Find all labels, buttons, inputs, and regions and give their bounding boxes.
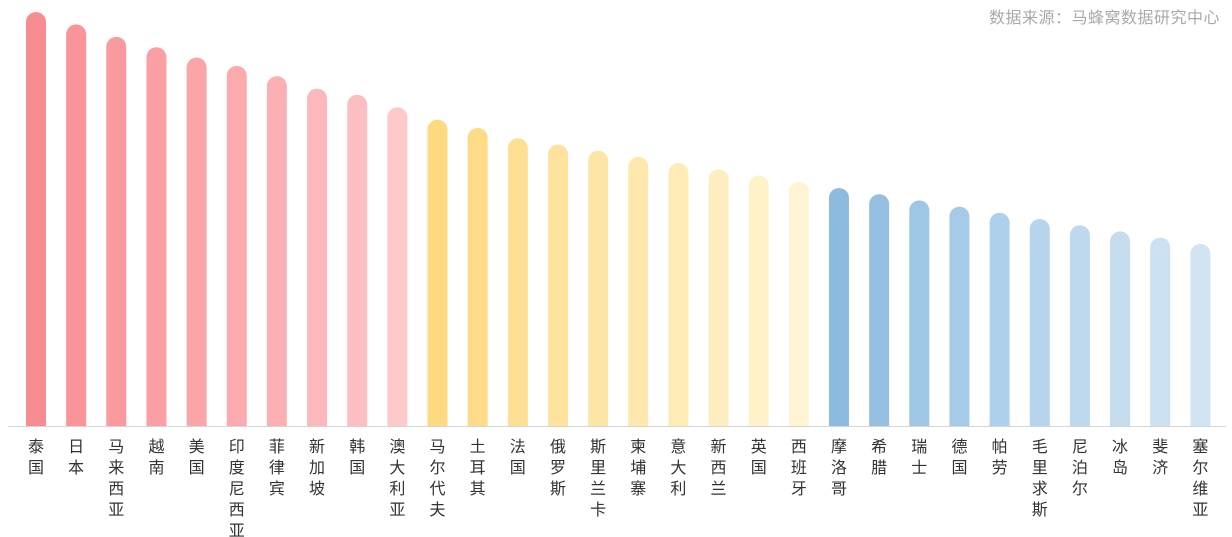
tick-label-17: 新西兰 — [711, 437, 727, 498]
source-note: 数据来源：马蜂窝数据研究中心 — [988, 8, 1220, 27]
tick-label-26: 尼泊尔 — [1072, 437, 1088, 498]
bar-13 — [547, 144, 568, 427]
bar-23 — [949, 206, 970, 426]
bar-3 — [146, 47, 167, 426]
tick-label-20: 摩洛哥 — [831, 437, 847, 498]
bar-1 — [66, 24, 87, 427]
bar-15 — [628, 156, 649, 426]
tick-label-8: 韩国 — [349, 437, 365, 477]
tick-label-19: 西班牙 — [791, 437, 807, 498]
tick-label-24: 帕劳 — [992, 437, 1008, 477]
bar-9 — [387, 107, 408, 426]
tick-label-4: 美国 — [189, 437, 205, 477]
bar-26 — [1069, 225, 1090, 426]
bar-7 — [307, 88, 328, 426]
tick-label-2: 马来西亚 — [108, 437, 124, 519]
bar-4 — [186, 57, 207, 426]
bar-25 — [1029, 219, 1050, 426]
tick-label-22: 瑞士 — [911, 437, 927, 477]
bar-0 — [26, 12, 46, 426]
tick-label-29: 塞尔维亚 — [1192, 437, 1208, 519]
bar-22 — [909, 200, 930, 426]
tick-label-0: 泰国 — [28, 437, 44, 477]
tick-label-16: 意大利 — [670, 437, 686, 498]
bar-16 — [668, 163, 689, 426]
tick-label-6: 菲律宾 — [269, 437, 285, 498]
tick-label-1: 日本 — [68, 437, 84, 477]
bar-27 — [1110, 231, 1131, 426]
tick-label-23: 德国 — [951, 437, 967, 477]
tick-label-10: 马尔代夫 — [429, 437, 445, 519]
bar-11 — [467, 127, 488, 427]
bar-21 — [869, 194, 890, 426]
bar-18 — [748, 175, 769, 426]
tick-label-11: 土耳其 — [470, 437, 486, 498]
bar-24 — [989, 212, 1010, 426]
bar-19 — [788, 181, 809, 426]
bar-5 — [226, 65, 247, 426]
tick-label-28: 斐济 — [1152, 437, 1168, 477]
tick-label-18: 英国 — [751, 437, 767, 477]
tick-label-5: 印度尼西亚 — [229, 437, 245, 537]
tick-label-3: 越南 — [148, 437, 164, 477]
tick-label-21: 希腊 — [871, 437, 887, 477]
tick-label-25: 毛里求斯 — [1032, 437, 1048, 519]
bar-2 — [106, 36, 127, 427]
bar-6 — [266, 76, 287, 427]
tick-label-9: 澳大利亚 — [389, 437, 405, 519]
bar-8 — [347, 94, 368, 427]
tick-label-14: 斯里兰卡 — [590, 437, 606, 519]
bar-29 — [1190, 243, 1211, 426]
bar-14 — [588, 150, 609, 426]
bar-17 — [708, 169, 729, 426]
tick-label-27: 冰岛 — [1112, 437, 1128, 477]
tick-label-13: 俄罗斯 — [550, 437, 566, 498]
tick-label-7: 新加坡 — [309, 437, 325, 498]
bar-12 — [507, 138, 528, 426]
bar-10 — [427, 119, 448, 426]
tick-label-15: 柬埔寨 — [630, 437, 646, 498]
bar-28 — [1150, 237, 1171, 426]
bar-20 — [829, 187, 849, 426]
tick-label-12: 法国 — [510, 437, 526, 477]
